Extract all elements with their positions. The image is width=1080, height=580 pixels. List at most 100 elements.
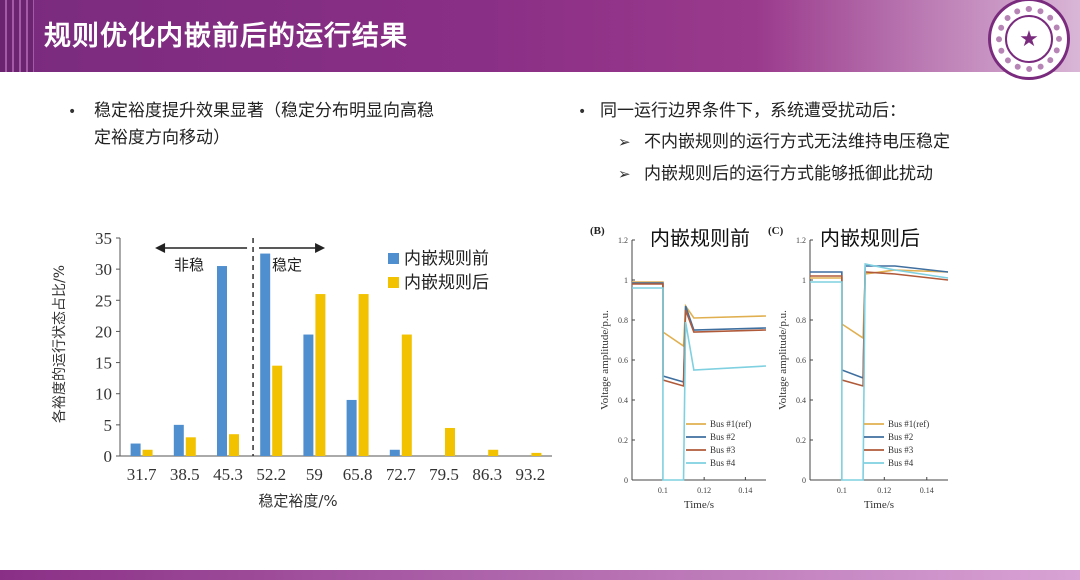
line-y-tick-label: 0.4 [796, 396, 806, 405]
line-legend-label: Bus #1(ref) [888, 419, 929, 429]
right-bullet-main: 同一运行边界条件下，系统遭受扰动后： [600, 101, 906, 121]
chart-title: 内嵌规则前 [650, 226, 750, 250]
bar-x-axis-label: 稳定裕度/% [258, 492, 337, 510]
bar-after [401, 334, 412, 456]
bullet-dot: • [68, 104, 77, 120]
bar-x-tick-label: 52.2 [256, 465, 286, 484]
line-y-tick-label: 1.2 [618, 236, 628, 245]
line-x-tick-label: 0.14 [738, 486, 752, 495]
line-y-tick-label: 0.6 [618, 356, 628, 365]
bus-line-4 [632, 287, 767, 481]
bar-before [260, 253, 271, 456]
unstable-label: 非稳 [174, 256, 204, 274]
line-x-tick-label: 0.12 [877, 486, 891, 495]
legend-label: 内嵌规则前 [404, 249, 489, 269]
line-y-tick-label: 0 [624, 476, 628, 485]
line-x-axis-label: Time/s [684, 499, 714, 511]
stable-label: 稳定 [272, 256, 302, 274]
voltage-before-line-chart: (B) 内嵌规则前 0 0.2 0.4 0.6 0.8 1 1.2 0.1 0.12 0.14 Time… [590, 225, 767, 511]
bus-line-1 [632, 281, 767, 348]
bar-x-tick-label: 93.2 [516, 465, 546, 484]
line-y-tick-label: 0.2 [618, 436, 628, 445]
line-legend-label: Bus #2 [710, 432, 735, 442]
right-bullet-sub2: 内嵌规则后的运行方式能够抵御此扰动 [644, 164, 933, 184]
bar-y-axis-label: 各裕度的运行状态占比/% [52, 265, 68, 423]
voltage-after-line-chart: (C) 内嵌规则后 0 0.2 0.4 0.6 0.8 1 1.2 0.1 0.12 0.14 Time… [768, 225, 949, 511]
line-x-axis-label: Time/s [864, 499, 894, 511]
university-logo: ★ [988, 0, 1070, 80]
legend-swatch [388, 277, 399, 288]
bar-x-tick-label: 65.8 [343, 465, 373, 484]
line-y-axis-label: Voltage amplitude/p.u. [777, 310, 789, 410]
bus-line-4 [810, 263, 949, 481]
line-x-tick-label: 0.14 [920, 486, 934, 495]
bar-before [130, 443, 141, 456]
bus-line-3 [632, 283, 767, 388]
bar-before [389, 449, 400, 456]
bar-y-tick-label: 30 [95, 260, 112, 279]
line-legend-label: Bus #4 [888, 458, 914, 468]
bar-after [488, 449, 499, 456]
bar-y-tick-label: 15 [95, 354, 112, 373]
line-legend-label: Bus #3 [888, 445, 914, 455]
header-stripes [0, 0, 34, 72]
bar-x-tick-label: 59 [306, 465, 323, 484]
line-legend-label: Bus #2 [888, 432, 913, 442]
bar-after [358, 294, 369, 456]
bar-after [272, 365, 283, 456]
legend-swatch [388, 253, 399, 264]
line-legend-label: Bus #4 [710, 458, 736, 468]
line-y-tick-label: 1 [624, 276, 628, 285]
bar-before [346, 399, 357, 456]
line-legend-label: Bus #1(ref) [710, 419, 751, 429]
line-y-tick-label: 0.2 [796, 436, 806, 445]
bar-y-tick-label: 20 [95, 322, 112, 341]
bar-before [303, 334, 314, 456]
bar-after [142, 449, 153, 456]
bar-x-tick-label: 79.5 [429, 465, 459, 484]
line-y-tick-label: 0.8 [618, 316, 628, 325]
bar-after [531, 452, 542, 456]
line-x-tick-label: 0.12 [697, 486, 711, 495]
line-y-axis-label: Voltage amplitude/p.u. [599, 310, 611, 410]
line-x-tick-label: 0.1 [658, 486, 668, 495]
bar-x-tick-label: 31.7 [127, 465, 157, 484]
right-bullet-sub1: 不内嵌规则的运行方式无法维持电压稳定 [644, 132, 950, 152]
bar-y-tick-label: 25 [95, 291, 112, 310]
bar-after [315, 294, 326, 456]
arrow-bullet-icon: ➢ [618, 133, 631, 151]
bar-after [445, 427, 455, 456]
stable-arrow-head-icon [315, 243, 326, 253]
bus-line-3 [810, 271, 949, 388]
bar-x-tick-label: 45.3 [213, 465, 243, 484]
logo-ring [996, 6, 1062, 72]
bar-before [173, 424, 184, 456]
bar-before [217, 266, 227, 456]
left-bullet-line2: 定裕度方向移动） [94, 128, 230, 148]
margin-distribution-bar-chart: 0 5 10 15 20 25 30 35 31.7 38.5 45.3 52.2 59 65.8 72.7… [52, 229, 552, 510]
bullet-dot: • [578, 104, 587, 120]
bus-line-1 [810, 269, 949, 340]
line-y-tick-label: 0.4 [618, 396, 628, 405]
panel-label: (B) [590, 225, 605, 237]
unstable-arrow-head-icon [155, 243, 166, 253]
bar-y-tick-label: 0 [104, 447, 113, 466]
bar-x-tick-label: 86.3 [472, 465, 502, 484]
bar-after [185, 437, 196, 456]
legend-label: 内嵌规则后 [404, 273, 489, 293]
line-y-tick-label: 0 [802, 476, 806, 485]
bar-after [229, 434, 239, 456]
arrow-bullet-icon: ➢ [618, 165, 631, 183]
line-y-tick-label: 0.6 [796, 356, 806, 365]
line-x-tick-label: 0.1 [837, 486, 847, 495]
line-y-tick-label: 1 [802, 276, 806, 285]
bar-y-tick-label: 10 [95, 385, 112, 404]
bar-x-tick-label: 72.7 [386, 465, 416, 484]
bar-x-tick-label: 38.5 [170, 465, 200, 484]
slide-title: 规则优化内嵌前后的运行结果 [44, 21, 408, 52]
line-y-tick-label: 0.8 [796, 316, 806, 325]
bar-y-tick-label: 5 [104, 416, 113, 435]
line-y-tick-label: 1.2 [796, 236, 806, 245]
bar-y-tick-label: 35 [95, 229, 112, 248]
footer-band [0, 570, 1080, 580]
